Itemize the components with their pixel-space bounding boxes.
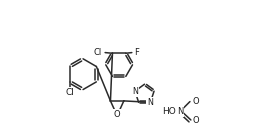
Text: N: N xyxy=(147,98,153,107)
Text: Cl: Cl xyxy=(94,48,102,57)
Text: Cl: Cl xyxy=(65,88,74,97)
Text: F: F xyxy=(134,48,139,57)
Text: O: O xyxy=(193,97,199,106)
Text: N: N xyxy=(177,107,183,116)
Text: O: O xyxy=(114,110,121,119)
Text: HO: HO xyxy=(162,107,175,116)
Text: N: N xyxy=(132,87,138,96)
Text: O: O xyxy=(193,117,199,125)
